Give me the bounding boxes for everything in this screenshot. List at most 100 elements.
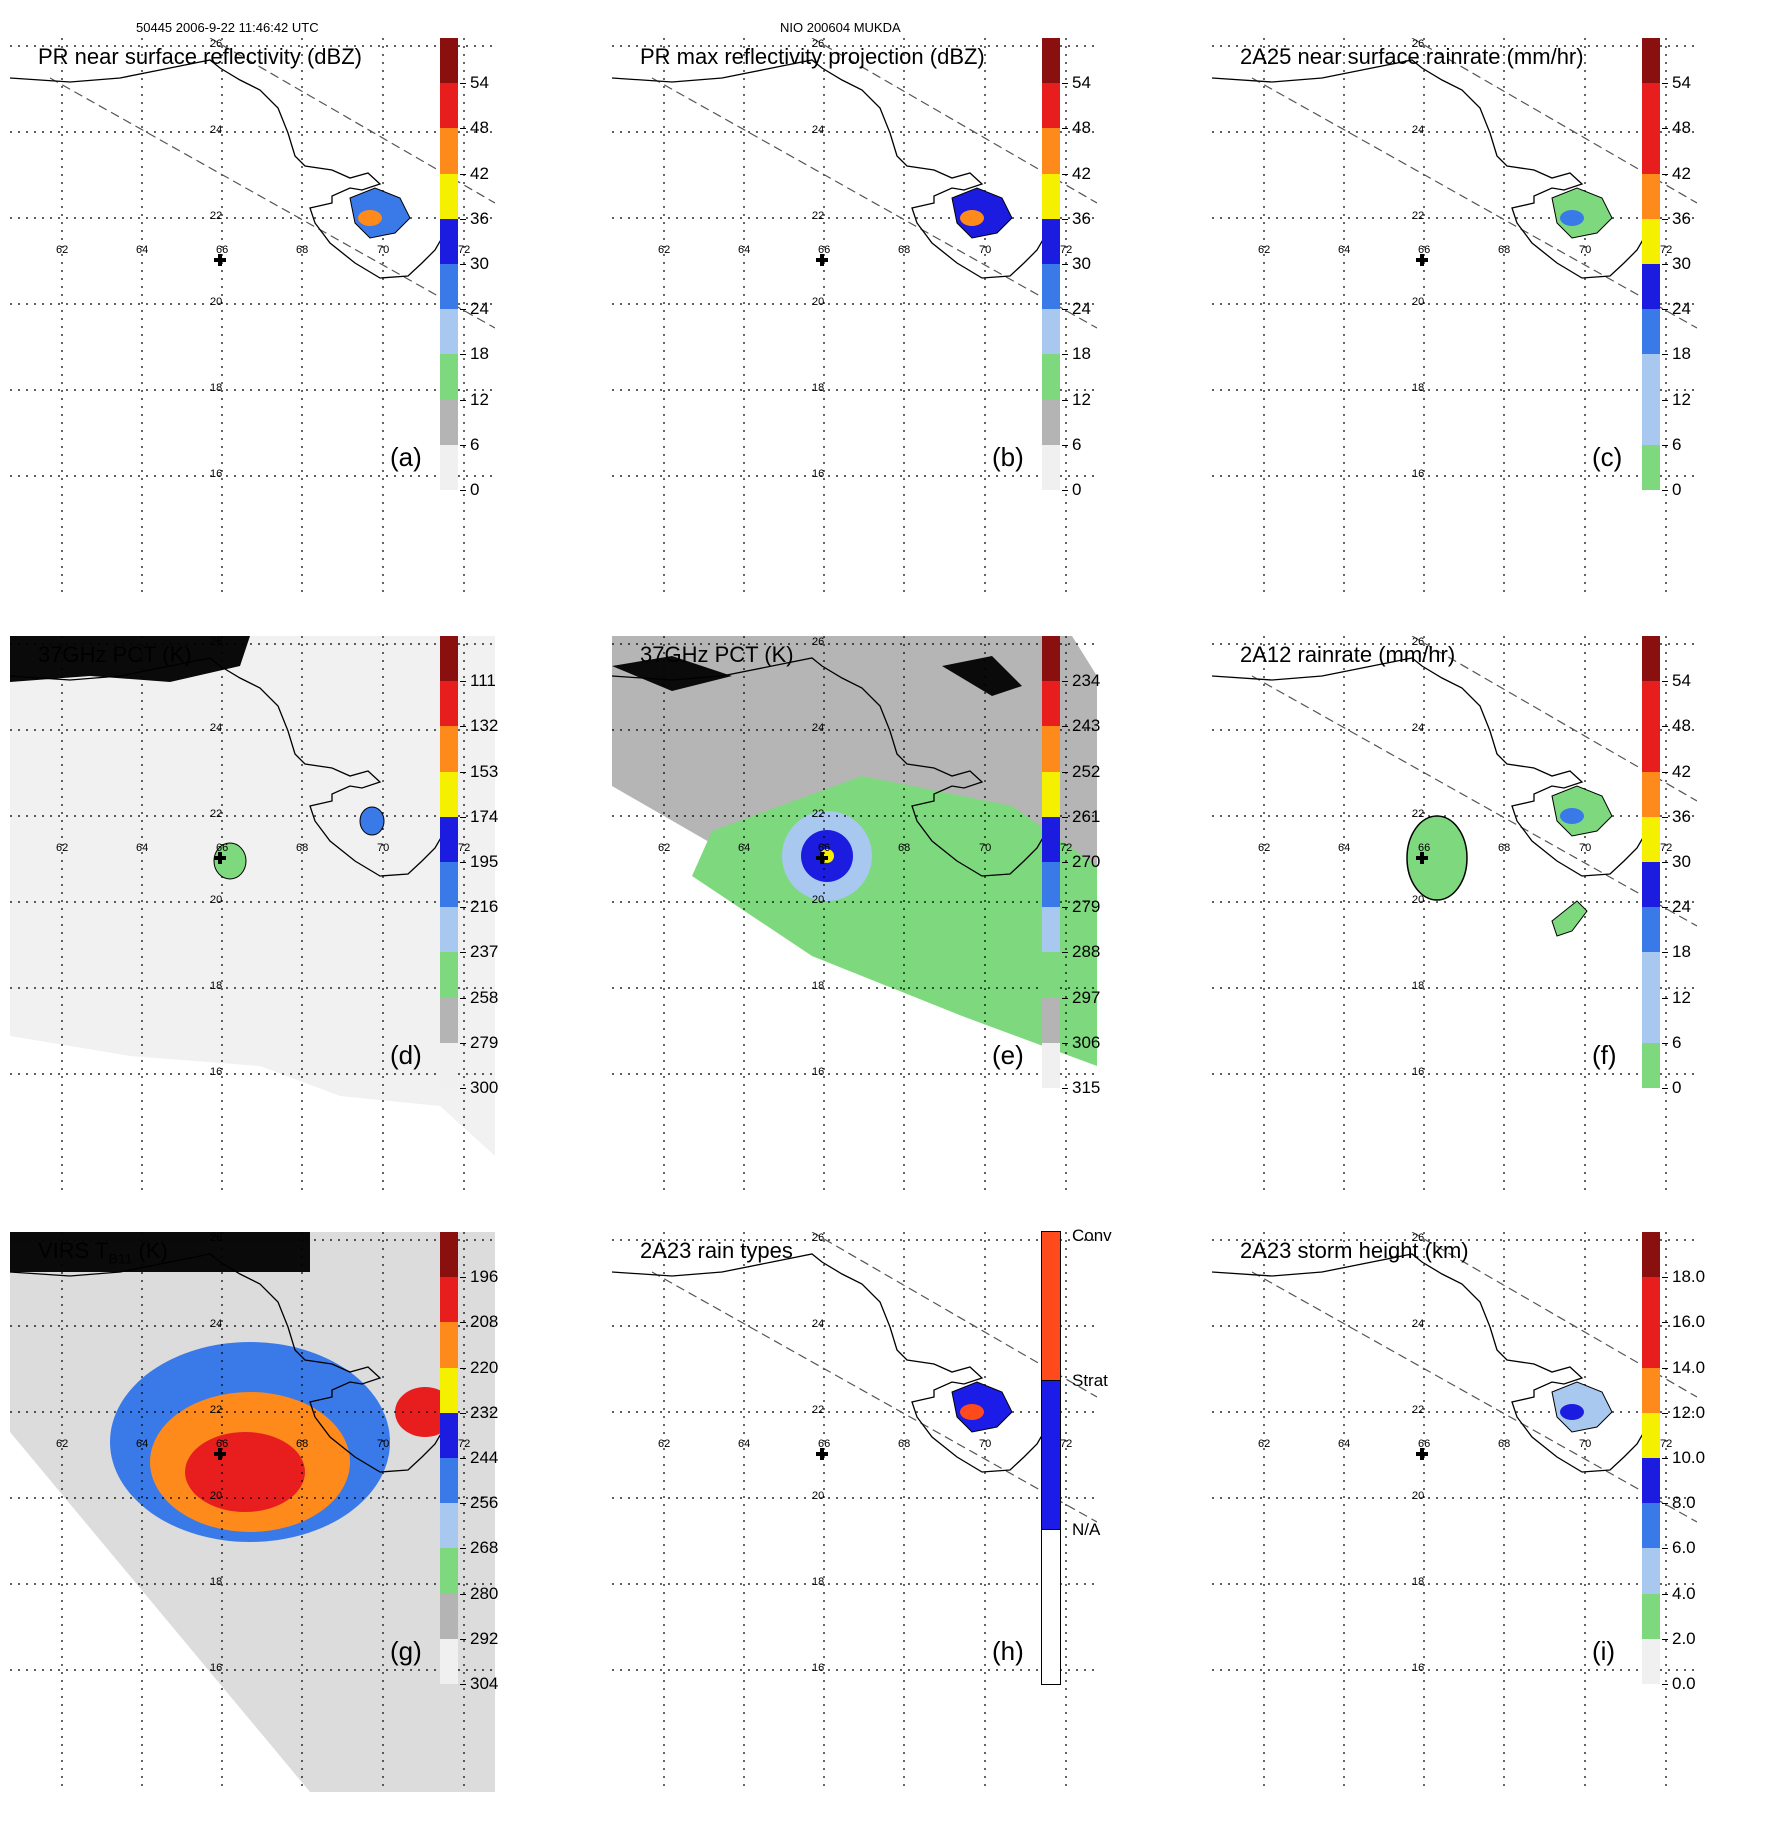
colorbar-tick [1662,1593,1668,1595]
colorbar-segment [1642,1548,1660,1595]
colorbar-label: 18 [470,344,489,364]
colorbar-tick [460,1548,466,1550]
lon-label: 72 [1660,842,1673,854]
pr-swath-edge [651,1271,1097,1523]
colorbar-segment [1042,128,1060,175]
rain-core [1560,1404,1584,1420]
colorbar-segment [440,1277,458,1323]
lon-label: 70 [1579,842,1592,854]
colorbar-label: 153 [470,761,499,781]
colorbar-tick [1662,1503,1668,1505]
pr-swath-edge [1251,675,1697,927]
colorbar-label: 30 [470,254,489,273]
map-canvas [612,636,1097,1196]
map-canvas [10,38,495,598]
colorbar-segment [1642,218,1660,265]
map-canvas [1212,1232,1697,1792]
colorbar-tick [460,173,466,175]
storm-center-marker [214,254,226,266]
colorbar-tick [1662,726,1668,728]
lat-label: 18 [210,382,223,394]
lon-label: 66 [818,244,831,256]
colorbar-label: 270 [1072,852,1101,871]
colorbar-segment [440,1593,458,1640]
colorbar-tick [460,1638,466,1640]
colorbar-label: 24 [1672,299,1691,319]
lon-label: 70 [1579,1438,1592,1450]
colorbar-tick [1662,218,1668,220]
colorbar-segment [1042,636,1060,682]
storm-center-marker [1416,254,1428,266]
colorbar-segment [1642,952,1660,999]
coastline [612,1253,1060,1473]
map-canvas [612,1232,1097,1792]
colorbar-tick [1062,997,1068,999]
colorbar-label: 8.0 [1672,1493,1696,1513]
colorbar-label: 54 [1672,671,1691,691]
lat-label: 24 [812,124,825,136]
lat-label: 22 [1412,210,1425,222]
colorbar-label: 6 [470,434,480,454]
colorbar-tick [1662,1367,1668,1369]
colorbar: 18.0 16.0 14.0 12.0 10.0 8.0 6.0 4.0 2.0 0.0 [1642,1232,1712,1693]
lat-label: 22 [210,210,223,222]
colorbar-tick [1662,399,1668,401]
colorbar-tick [460,218,466,220]
storm-id-header: NIO 200604 MUKDA [780,20,901,35]
lon-label: 62 [1258,842,1271,854]
colorbar-label: 280 [470,1583,499,1603]
virs-core [185,1432,305,1512]
colorbar-segment [440,1548,458,1595]
coastline [1212,59,1660,279]
colorbar-segment [1041,1380,1061,1532]
lat-label: 18 [1412,1576,1425,1588]
colorbar-tick [1662,1412,1668,1414]
colorbar-segment [1042,38,1060,84]
panel-title: 37GHz PCT (K) [640,642,794,667]
colorbar-label: 292 [470,1628,499,1648]
lon-label: 64 [1338,244,1351,256]
colorbar-segment [1642,636,1660,682]
colorbar-segment [1642,1503,1660,1549]
colorbar-label: 111 [470,671,496,691]
lat-label: 18 [812,1576,825,1588]
colorbar-segment [440,354,458,401]
colorbar-label: 216 [470,897,499,917]
colorbar-segment [440,771,458,818]
lat-label: 22 [812,210,825,222]
storm-center-marker [1416,852,1428,864]
storm-center-marker [1416,1448,1428,1460]
lat-label: 18 [1412,980,1425,992]
lon-label: 64 [136,1438,149,1450]
colorbar-label: 237 [470,942,499,962]
colorbar-segment [1642,907,1660,953]
lat-label: 26 [1412,1232,1425,1244]
lat-label: 26 [812,636,825,648]
lat-label: 16 [210,468,223,480]
colorbar-label: 10.0 [1672,1448,1706,1467]
rain-cell [1406,815,1468,901]
colorbar-label: 0 [1672,480,1682,499]
colorbar-label: 195 [470,852,499,871]
colorbar: 111 132 153 174 195 216 237 258 279 300 [440,636,510,1097]
lon-label: 72 [1660,1438,1673,1450]
colorbar-label: Strat [1072,1371,1108,1391]
colorbar-tick [460,354,466,356]
panel-a: 26 24 22 20 18 16 62 64 66 68 70 72 PR near surface … [10,38,610,628]
colorbar-segment [440,83,458,129]
colorbar-tick [460,1503,466,1505]
colorbar-label: 6 [1672,434,1682,454]
colorbar-tick [460,997,466,999]
lon-label: 62 [658,244,671,256]
colorbar-label: 24 [470,299,489,319]
colorbar-tick [1062,264,1068,265]
colorbar-label: 268 [470,1538,499,1558]
rain-cell [1551,900,1588,937]
lat-label: 22 [812,808,825,820]
rain-core [1560,210,1584,226]
colorbar-segment [440,264,458,310]
lon-label: 62 [658,1438,671,1450]
colorbar: 54 48 42 36 30 24 18 12 6 0 [1642,636,1712,1097]
lat-label: 26 [210,636,223,648]
colorbar-segment [440,1232,458,1278]
